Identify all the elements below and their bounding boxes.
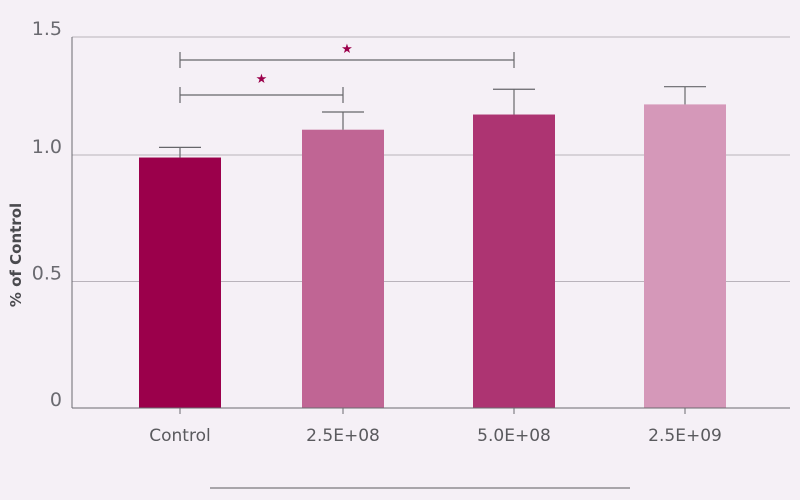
bar-2.5e+08 bbox=[302, 129, 384, 408]
x-tick-label: Control bbox=[149, 426, 210, 446]
bar-control bbox=[139, 157, 221, 408]
error-bars bbox=[159, 86, 706, 158]
y-axis-label: % of Control bbox=[7, 203, 25, 307]
x-tick-label: 2.5E+09 bbox=[648, 426, 722, 446]
significance-brackets: ★★ bbox=[179, 42, 515, 103]
x-tick-label: 2.5E+08 bbox=[306, 426, 380, 446]
y-tick-label: 0.5 bbox=[32, 263, 62, 285]
y-tick-label: 1.5 bbox=[32, 18, 62, 40]
y-tick-labels: 0 0.5 1.0 1.5 bbox=[32, 18, 62, 411]
y-tick-label: 0 bbox=[50, 389, 62, 411]
axes bbox=[71, 37, 790, 414]
x-tick-labels: Control 2.5E+08 5.0E+08 2.5E+09 bbox=[149, 426, 722, 446]
y-tick-label: 1.0 bbox=[32, 136, 62, 158]
bar-2.5e+09 bbox=[644, 104, 726, 409]
x-tick-label: 5.0E+08 bbox=[477, 426, 551, 446]
bar-5.0e+08 bbox=[473, 114, 555, 409]
significance-star-icon: ★ bbox=[256, 72, 268, 87]
bars bbox=[139, 104, 726, 409]
significance-star-icon: ★ bbox=[341, 42, 353, 57]
